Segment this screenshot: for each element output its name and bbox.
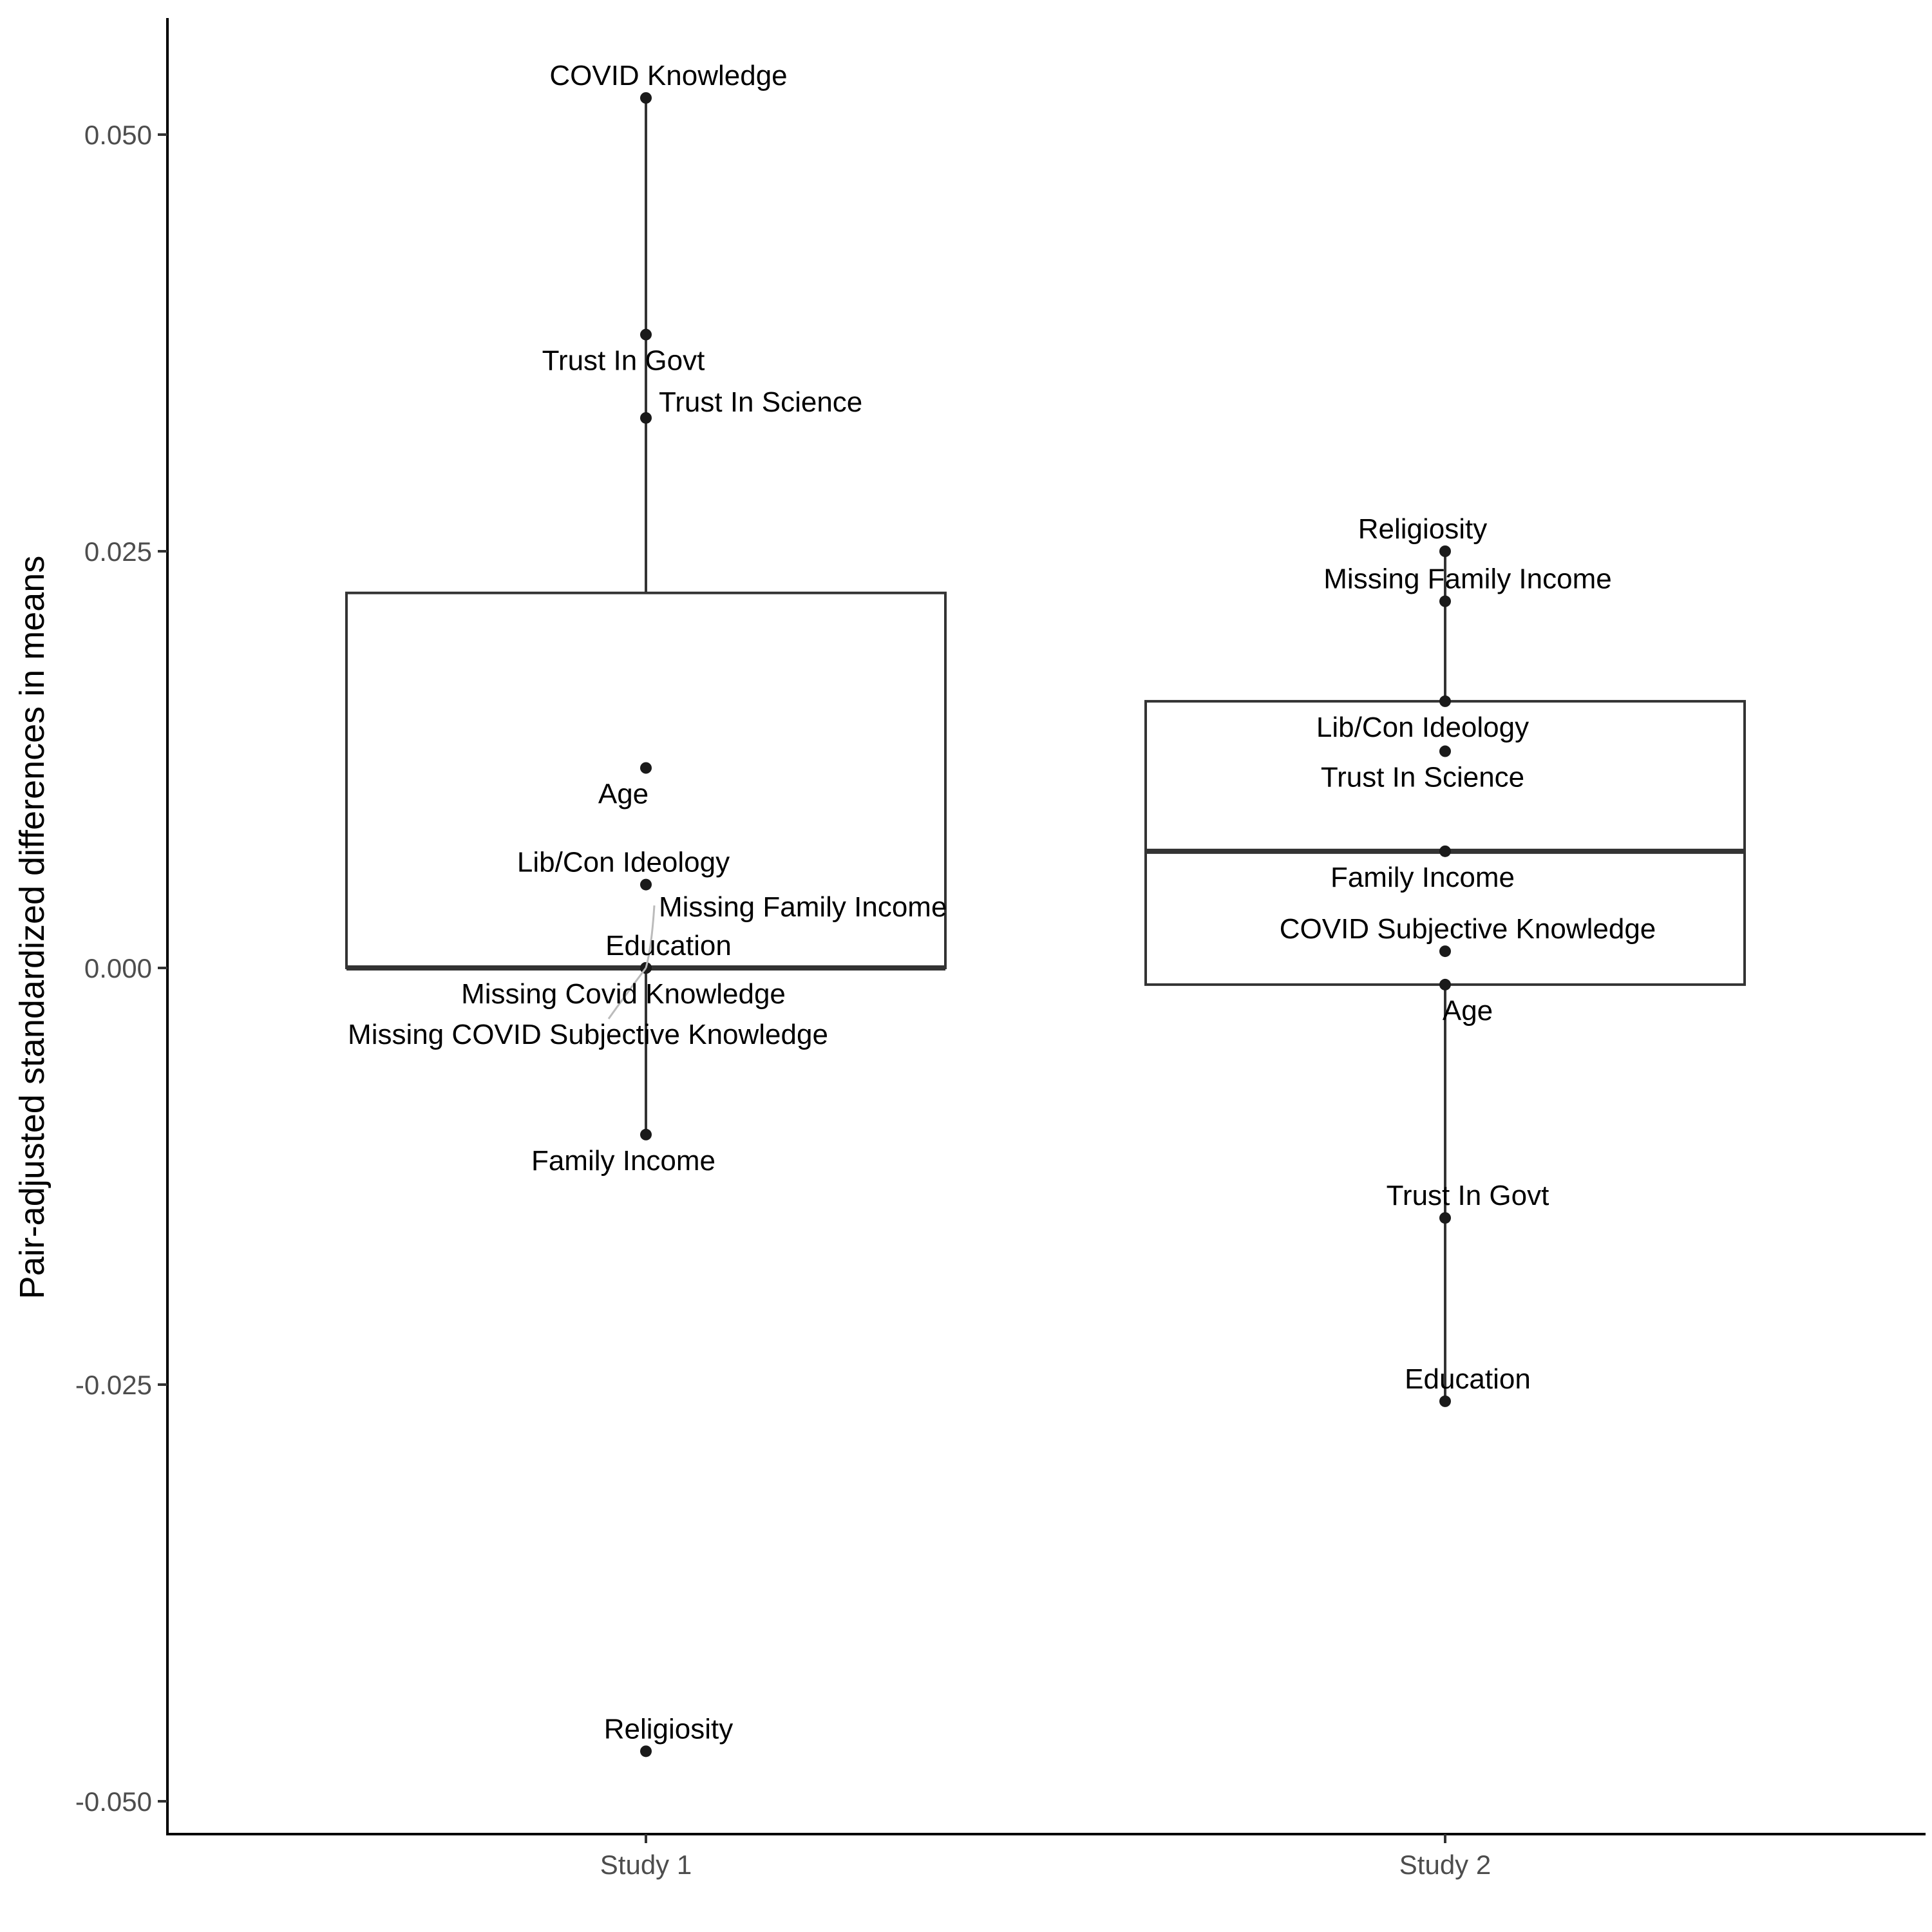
- y-tick-label: 0.050: [84, 120, 152, 150]
- point-labels-layer: COVID Knowledge Trust In Govt Trust In Sci…: [348, 60, 1656, 1745]
- data-point-label: Lib/Con Ideology: [1316, 712, 1529, 743]
- data-point: [1439, 1395, 1451, 1407]
- data-point: [1439, 978, 1451, 990]
- data-point: [640, 328, 652, 341]
- leader-line-missing-family-income: [645, 905, 656, 969]
- points-layer: [640, 92, 1451, 1757]
- data-point: [640, 1128, 652, 1141]
- data-point-label: COVID Knowledge: [549, 60, 787, 91]
- data-point: [1439, 695, 1451, 707]
- data-point: [1439, 745, 1451, 757]
- data-point: [640, 1745, 652, 1757]
- data-point-label: Religiosity: [1358, 513, 1488, 545]
- data-point-label: Trust In Science: [659, 386, 862, 418]
- data-point-label: Missing Family Income: [659, 891, 947, 923]
- data-point-label: Trust In Govt: [542, 345, 705, 377]
- leader-line-missing-covid-subjective-knowledge: [607, 967, 647, 1019]
- data-point-label: COVID Subjective Knowledge: [1280, 913, 1656, 945]
- x-tick-label: Study 2: [1399, 1850, 1491, 1880]
- y-axis-title: Pair-adjusted standardized differences i…: [13, 556, 52, 1300]
- box-iqr: [345, 591, 947, 969]
- data-point-label: Missing Family Income: [1323, 564, 1611, 595]
- x-tick-label: Study 1: [600, 1850, 692, 1880]
- data-point: [640, 92, 652, 104]
- data-point: [1439, 845, 1451, 857]
- data-point-label: Religiosity: [604, 1713, 734, 1745]
- data-point: [1439, 545, 1451, 557]
- data-point-label: Lib/Con Ideology: [517, 847, 730, 878]
- data-point: [1439, 1212, 1451, 1224]
- box-iqr: [1144, 699, 1746, 986]
- data-point-label: Education: [605, 930, 732, 961]
- y-tick-label: 0.000: [84, 953, 152, 983]
- y-ticks-layer: -0.050 -0.025 0.000 0.025 0.050: [75, 120, 167, 1817]
- data-point-label: Age: [1443, 995, 1493, 1027]
- data-point: [640, 762, 652, 774]
- data-point-label: Education: [1405, 1363, 1531, 1395]
- x-ticks-layer: Study 1 Study 2: [600, 1834, 1491, 1880]
- data-point-label: Missing COVID Subjective Knowledge: [348, 1019, 828, 1050]
- y-tick-label: -0.050: [75, 1786, 152, 1817]
- axes-layer: [166, 18, 1926, 1835]
- y-tick-label: 0.025: [84, 536, 152, 567]
- data-point-label: Family Income: [531, 1145, 715, 1177]
- boxes-layer: [345, 93, 1746, 1401]
- data-point-label: Missing Covid Knowledge: [461, 978, 786, 1010]
- data-point: [1439, 945, 1451, 958]
- data-point: [1439, 595, 1451, 607]
- data-point-label: Family Income: [1331, 862, 1515, 893]
- data-point-label: Trust In Science: [1321, 762, 1524, 793]
- data-point: [640, 878, 652, 891]
- data-point: [640, 412, 652, 424]
- data-point-label: Trust In Govt: [1387, 1180, 1549, 1211]
- data-point-label: Age: [598, 778, 649, 810]
- y-tick-label: -0.025: [75, 1370, 152, 1400]
